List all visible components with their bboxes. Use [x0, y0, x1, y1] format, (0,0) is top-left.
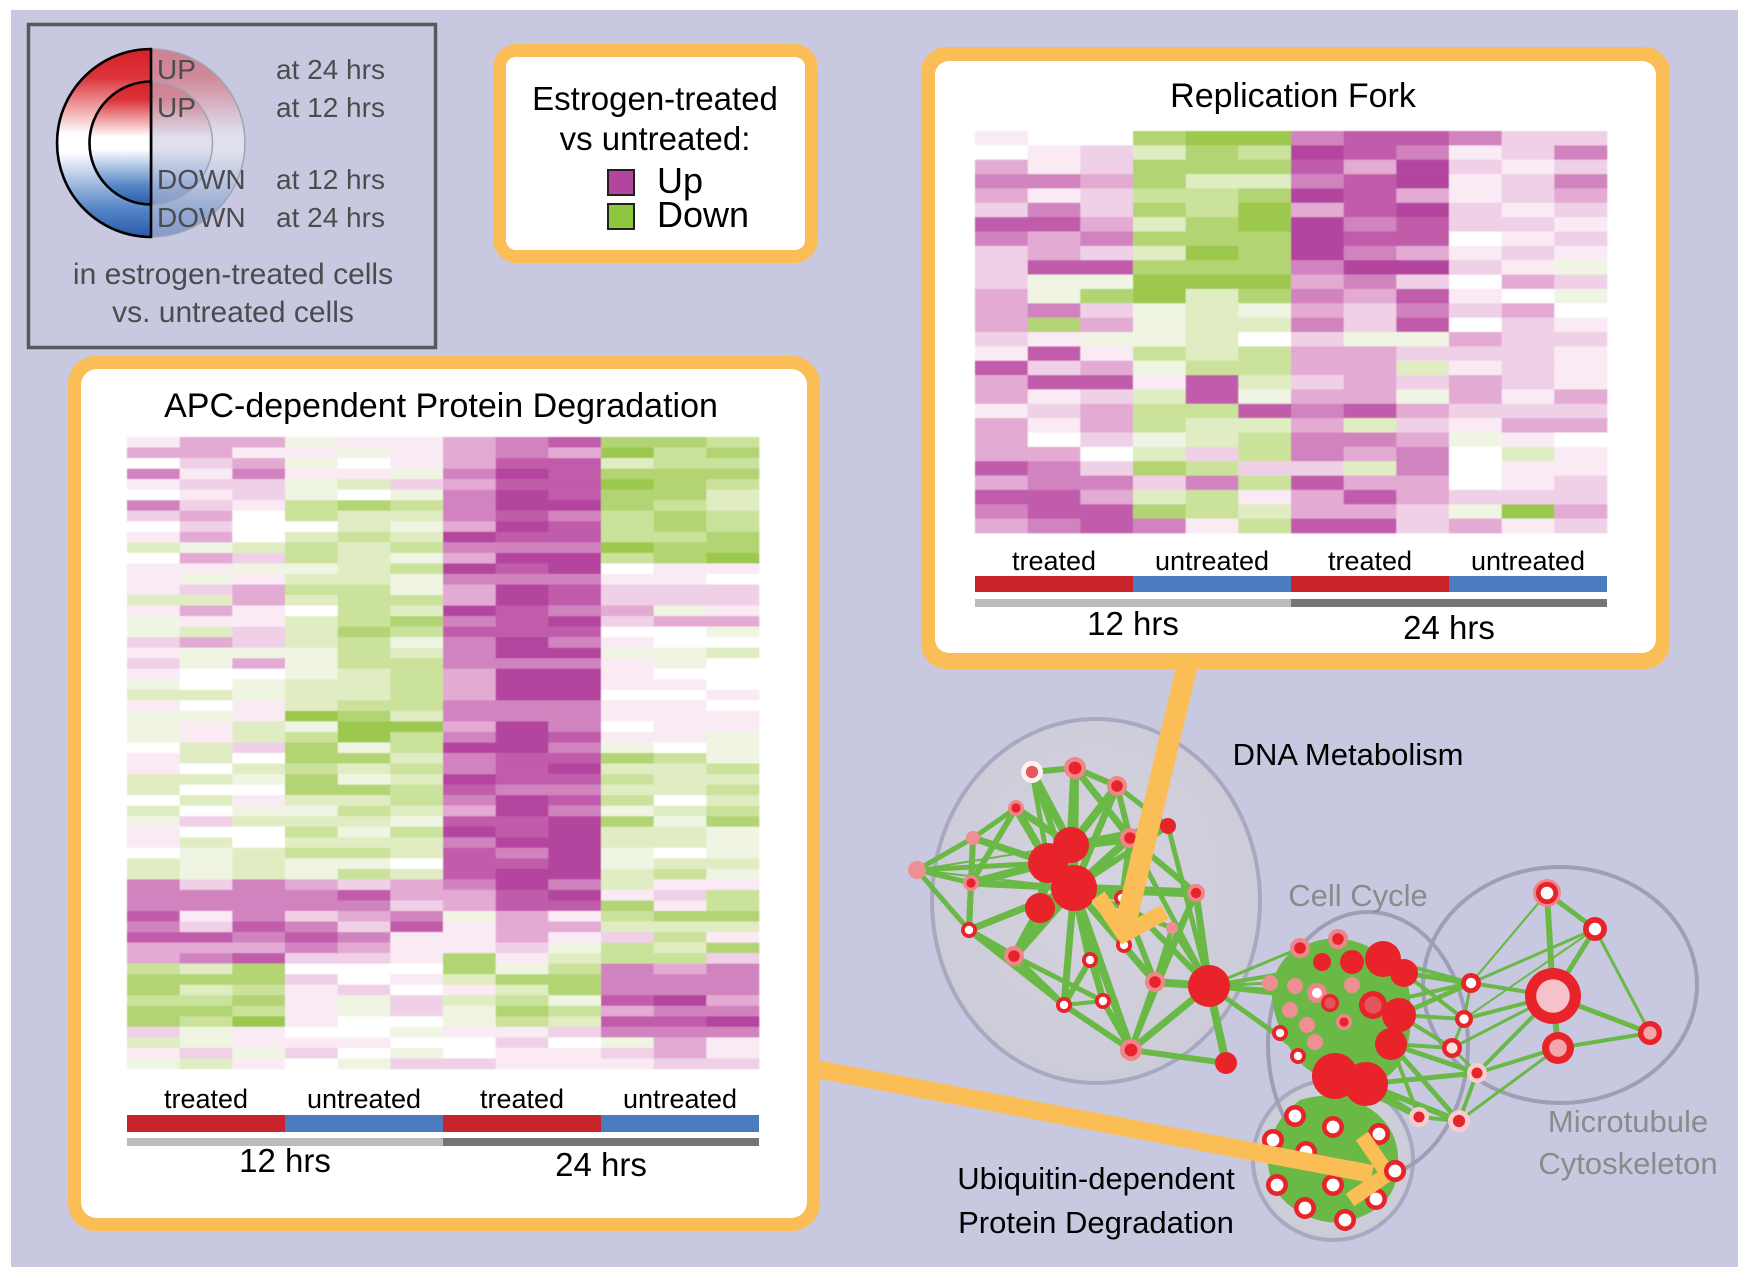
- svg-text:24 hrs: 24 hrs: [555, 1146, 647, 1183]
- svg-text:12 hrs: 12 hrs: [239, 1142, 331, 1179]
- svg-text:Microtubule: Microtubule: [1548, 1104, 1708, 1139]
- svg-text:UP: UP: [157, 92, 196, 123]
- svg-text:untreated: untreated: [307, 1084, 421, 1114]
- svg-text:untreated: untreated: [1155, 546, 1269, 576]
- svg-text:DOWN: DOWN: [157, 164, 246, 195]
- svg-text:treated: treated: [1328, 546, 1412, 576]
- svg-text:DNA Metabolism: DNA Metabolism: [1233, 737, 1464, 772]
- svg-text:at 24 hrs: at 24 hrs: [276, 202, 385, 233]
- svg-text:Down: Down: [657, 194, 749, 235]
- svg-text:DOWN: DOWN: [157, 202, 246, 233]
- svg-text:in estrogen-treated cells: in estrogen-treated cells: [73, 258, 393, 291]
- svg-text:12 hrs: 12 hrs: [1087, 605, 1179, 642]
- svg-text:treated: treated: [1012, 546, 1096, 576]
- svg-text:vs. untreated cells: vs. untreated cells: [112, 296, 354, 329]
- svg-text:Cell Cycle: Cell Cycle: [1288, 878, 1428, 913]
- svg-text:at 12 hrs: at 12 hrs: [276, 92, 385, 123]
- svg-text:Cytoskeleton: Cytoskeleton: [1538, 1146, 1717, 1181]
- svg-text:treated: treated: [164, 1084, 248, 1114]
- svg-text:24 hrs: 24 hrs: [1403, 609, 1495, 646]
- svg-text:APC-dependent Protein Degradat: APC-dependent Protein Degradation: [164, 387, 718, 425]
- svg-text:Up: Up: [657, 160, 703, 201]
- svg-text:Estrogen-treated: Estrogen-treated: [532, 80, 778, 117]
- svg-text:untreated: untreated: [623, 1084, 737, 1114]
- svg-text:vs untreated:: vs untreated:: [560, 120, 751, 157]
- svg-text:at 12 hrs: at 12 hrs: [276, 164, 385, 195]
- svg-text:untreated: untreated: [1471, 546, 1585, 576]
- svg-text:treated: treated: [480, 1084, 564, 1114]
- svg-text:UP: UP: [157, 54, 196, 85]
- svg-text:Protein Degradation: Protein Degradation: [958, 1205, 1234, 1240]
- svg-text:at 24 hrs: at 24 hrs: [276, 54, 385, 85]
- svg-text:Ubiquitin-dependent: Ubiquitin-dependent: [957, 1161, 1235, 1196]
- svg-text:Replication Fork: Replication Fork: [1170, 77, 1417, 115]
